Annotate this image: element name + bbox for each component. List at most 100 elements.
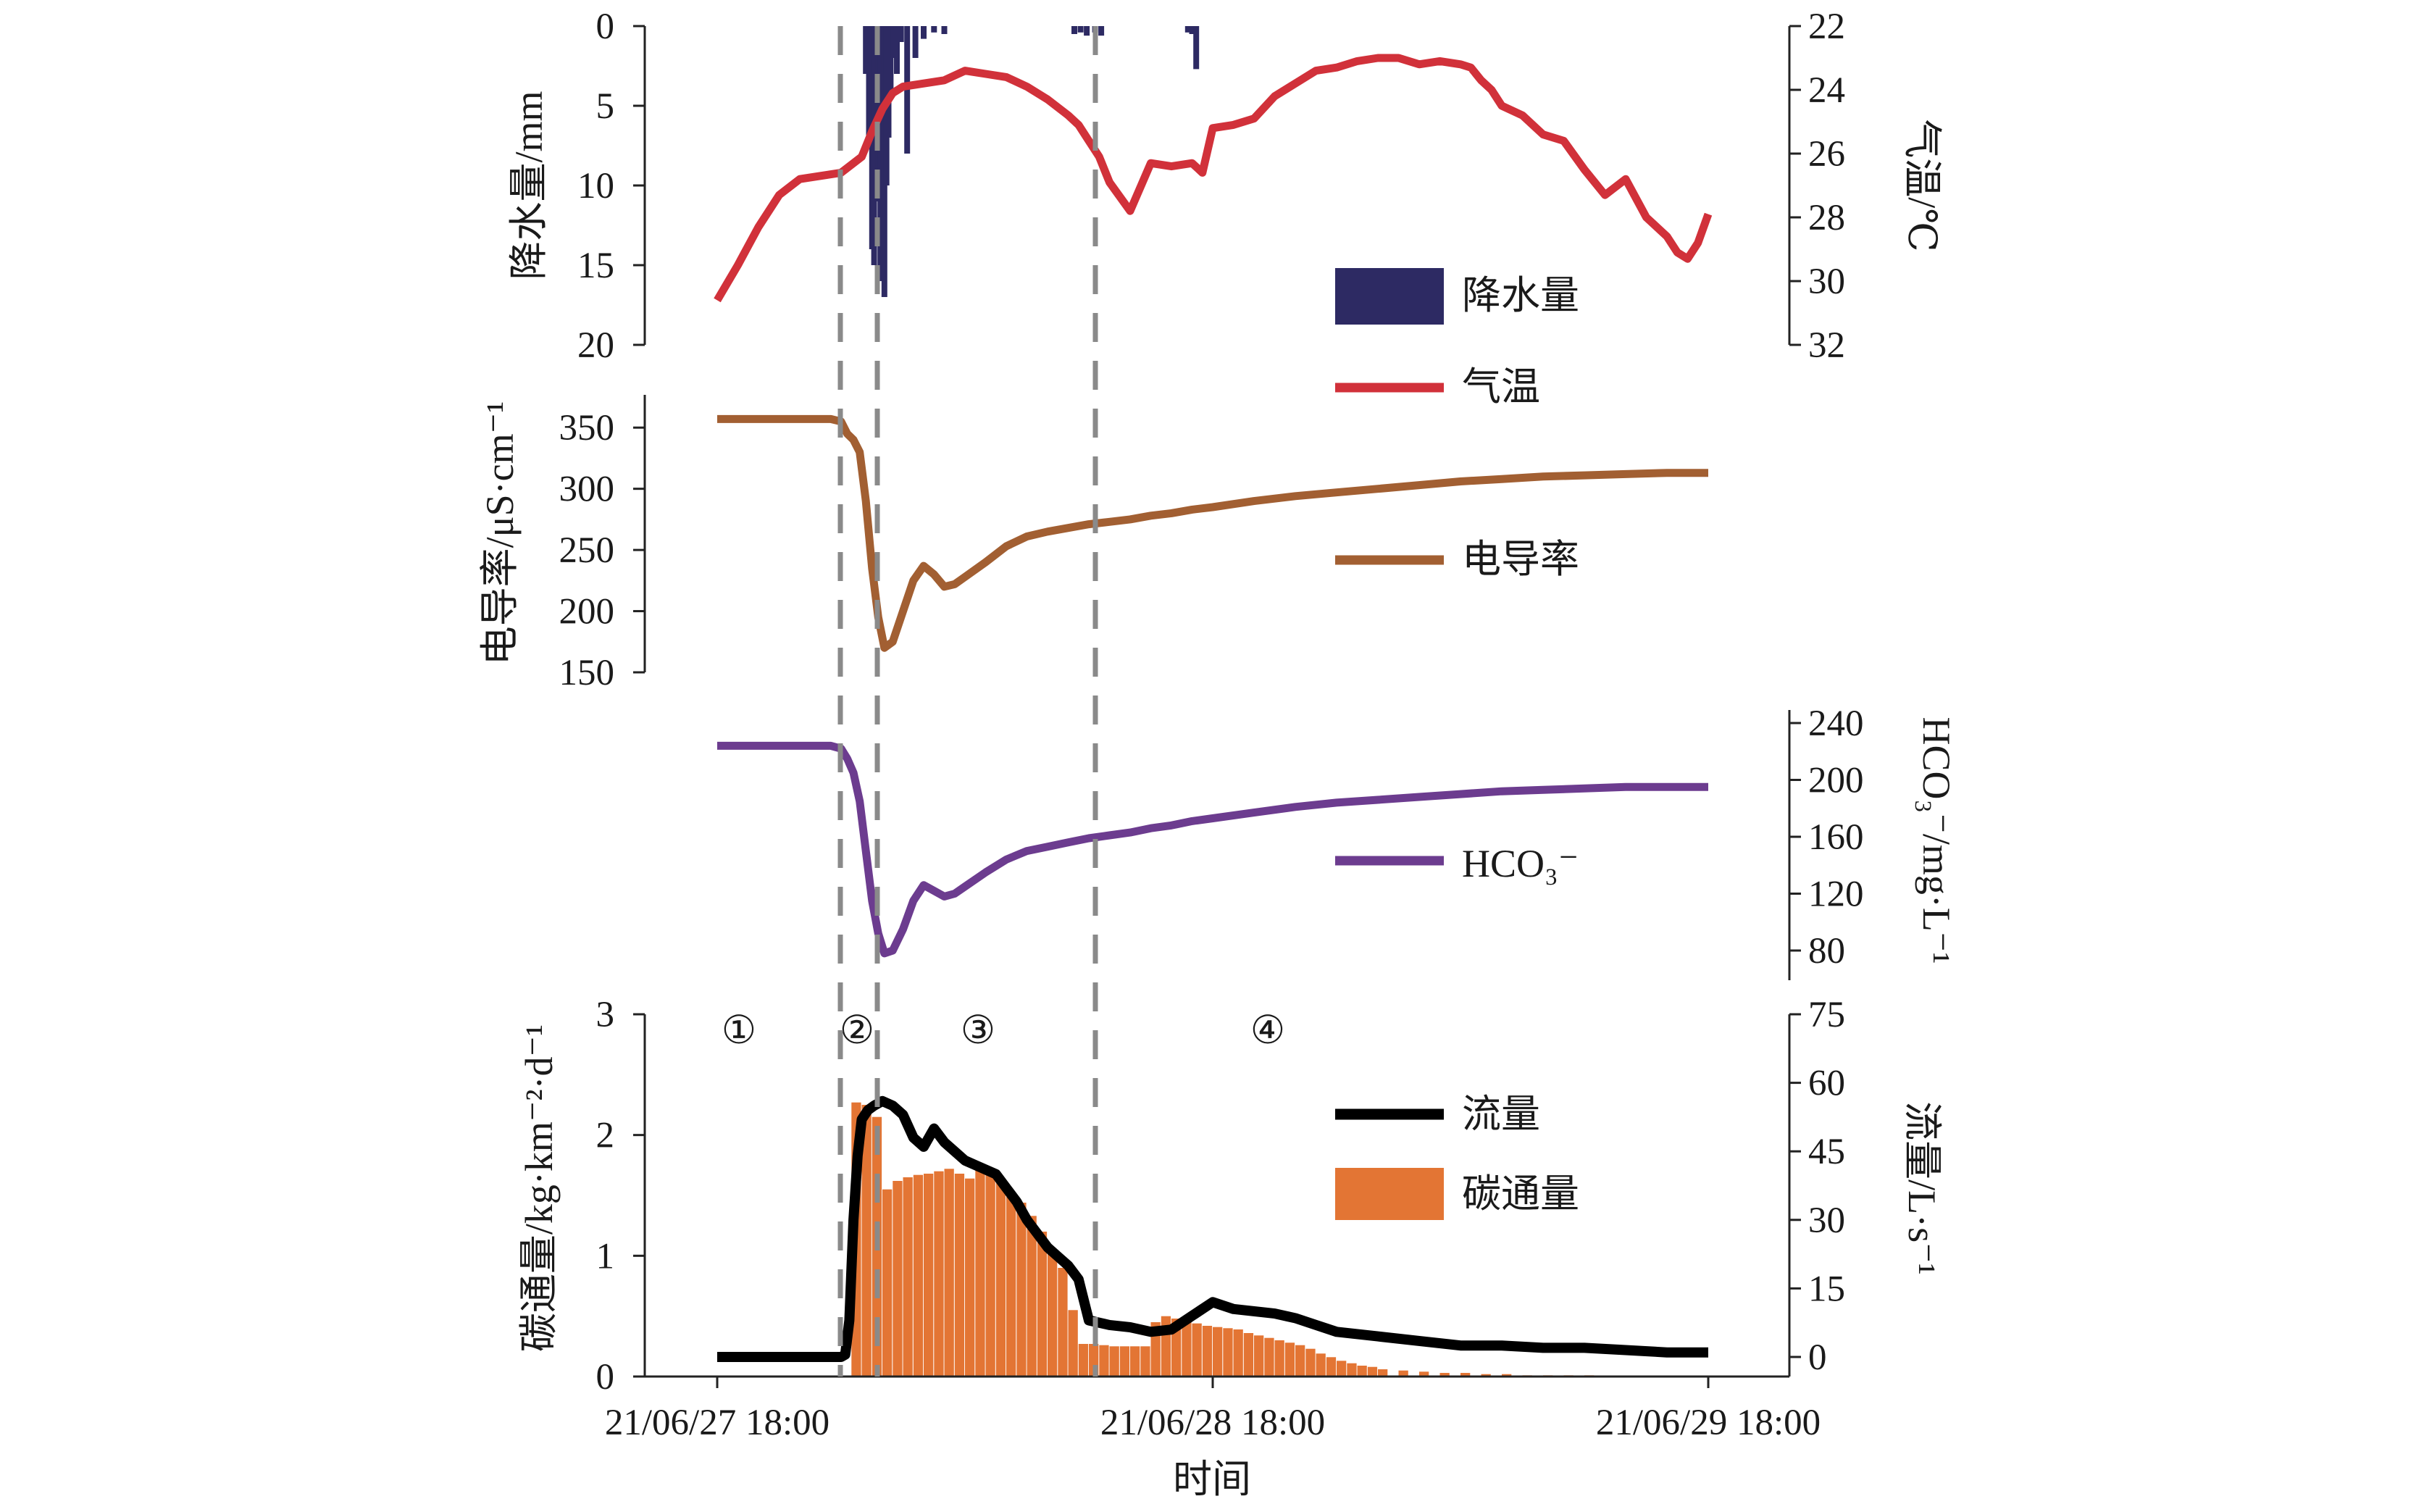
temp-ticks: 22 24 26 28 30 32 xyxy=(1789,7,1845,366)
precip-bar xyxy=(894,26,900,74)
flux-bar xyxy=(1099,1345,1109,1377)
flux-bar xyxy=(903,1177,913,1377)
precip-tick-label: 15 xyxy=(577,246,614,286)
temp-tick-label: 28 xyxy=(1808,198,1845,238)
hco3-tick-label: 160 xyxy=(1808,817,1864,858)
precip-tick-label: 20 xyxy=(577,325,614,366)
legend-discharge: 流量 xyxy=(1335,1093,1540,1136)
precip-tick-label: 10 xyxy=(577,166,614,206)
hco3-tick-label: 240 xyxy=(1808,703,1864,744)
flux-bar xyxy=(1078,1344,1089,1377)
legend-flux-label: 碳通量 xyxy=(1462,1172,1579,1216)
flux-bar xyxy=(861,1105,872,1377)
flux-ticks: 0 1 2 3 xyxy=(596,995,645,1398)
flux-bar xyxy=(1460,1373,1471,1377)
flux-bar xyxy=(1202,1326,1213,1377)
precip-bar xyxy=(941,26,948,34)
legend-hco3-label: HCO₃⁻ xyxy=(1462,842,1579,885)
flux-bar xyxy=(1140,1346,1150,1377)
flux-bar xyxy=(1037,1232,1048,1377)
flux-axis-label: 碳通量/kg·km⁻²·d⁻¹ xyxy=(517,1024,561,1352)
precip-bar xyxy=(898,26,904,42)
flux-bar xyxy=(1254,1335,1264,1377)
flux-bar xyxy=(1316,1353,1326,1377)
temp-tick-label: 22 xyxy=(1808,7,1845,47)
stage-marker-3: ③ xyxy=(961,1008,995,1052)
panel-precip-temp: 0 5 10 15 20 22 24 26 28 30 32 降水量/mm 气温/℃ xyxy=(507,7,1944,366)
flux-bar xyxy=(934,1171,944,1377)
precip-tick-label: 0 xyxy=(596,7,615,47)
precip-bar xyxy=(912,26,919,58)
conductivity-tick-label: 200 xyxy=(559,592,615,632)
flux-bar xyxy=(1284,1342,1295,1377)
temp-tick-label: 24 xyxy=(1808,70,1845,111)
flux-bar xyxy=(985,1172,995,1377)
flux-tick-label: 1 xyxy=(596,1236,615,1277)
flux-bar xyxy=(1130,1346,1140,1377)
conductivity-axis-label: 电导率/μS·cm⁻¹ xyxy=(478,401,522,666)
stage-marker-4: ④ xyxy=(1250,1008,1285,1052)
flux-bar xyxy=(913,1174,924,1377)
precip-bar xyxy=(931,26,937,33)
precip-bar xyxy=(1077,26,1084,33)
flux-bar xyxy=(1357,1366,1367,1377)
flux-bar xyxy=(1006,1193,1016,1377)
flux-bar xyxy=(975,1166,985,1377)
flux-bar xyxy=(1274,1340,1284,1377)
precip-axis-label: 降水量/mm xyxy=(507,91,551,280)
hco3-axis-label: HCO₃⁻/mg·L⁻¹ xyxy=(1915,717,1958,964)
legend-conductivity: 电导率 xyxy=(1335,538,1579,581)
flux-bar xyxy=(1109,1346,1119,1377)
flux-bar xyxy=(1378,1369,1388,1377)
flux-bar xyxy=(1264,1337,1274,1377)
flux-bar xyxy=(1223,1328,1233,1377)
stage-markers: ① ② ③ ④ xyxy=(722,1008,1285,1052)
hco3-ticks: 240 200 160 120 80 xyxy=(1789,703,1864,972)
precip-bar xyxy=(1189,26,1195,34)
flux-bar xyxy=(1439,1373,1450,1377)
flux-tick-label: 2 xyxy=(596,1116,615,1156)
flux-bar xyxy=(1367,1366,1378,1377)
discharge-tick-label: 0 xyxy=(1808,1337,1827,1378)
flux-bar xyxy=(1398,1370,1408,1377)
flux-bar xyxy=(1419,1371,1429,1377)
flux-bar xyxy=(1481,1374,1491,1377)
flux-bar xyxy=(1192,1323,1202,1377)
flux-tick-label: 3 xyxy=(596,995,615,1035)
discharge-axis-label: 流量/L·s⁻¹ xyxy=(1900,1101,1944,1275)
flux-bar xyxy=(1305,1348,1316,1377)
precip-bar xyxy=(1071,26,1077,34)
flux-tick-label: 0 xyxy=(596,1357,615,1398)
flux-bar xyxy=(893,1181,903,1377)
precip-bar xyxy=(1098,26,1105,36)
legend-discharge-label: 流量 xyxy=(1462,1093,1540,1136)
event-lines xyxy=(837,26,1098,1377)
temp-axis-label: 气温/℃ xyxy=(1900,119,1944,251)
x-tick-label: 21/06/28 18:00 xyxy=(1100,1403,1325,1443)
precip-bar xyxy=(887,26,894,90)
flux-bar xyxy=(1502,1374,1512,1377)
legend-temp-label: 气温 xyxy=(1462,365,1540,409)
flux-bar xyxy=(924,1174,934,1377)
flux-bar xyxy=(1182,1319,1192,1377)
conductivity-tick-label: 150 xyxy=(559,653,615,693)
precip-bar xyxy=(1084,26,1090,36)
stage-marker-2: ② xyxy=(840,1008,874,1052)
conductivity-line xyxy=(717,414,1708,652)
x-ticks: 21/06/27 18:00 21/06/28 18:00 21/06/29 18:… xyxy=(605,1377,1821,1443)
legend-precip: 降水量 xyxy=(1335,268,1579,325)
discharge-tick-label: 15 xyxy=(1808,1269,1845,1309)
flux-bar xyxy=(1295,1345,1305,1377)
legend-conductivity-label: 电导率 xyxy=(1462,538,1579,581)
discharge-tick-label: 75 xyxy=(1808,995,1845,1035)
discharge-tick-label: 60 xyxy=(1808,1064,1845,1104)
x-tick-label: 21/06/29 18:00 xyxy=(1596,1403,1821,1443)
conductivity-tick-label: 300 xyxy=(559,469,615,510)
hco3-line xyxy=(717,741,1708,958)
legend-flux-swatch xyxy=(1335,1168,1444,1220)
flux-bar xyxy=(1119,1346,1130,1377)
legend-hco3: HCO₃⁻ xyxy=(1335,842,1579,885)
flux-bar xyxy=(1337,1361,1347,1377)
flux-bar xyxy=(965,1178,975,1377)
flux-bar xyxy=(1048,1250,1058,1377)
